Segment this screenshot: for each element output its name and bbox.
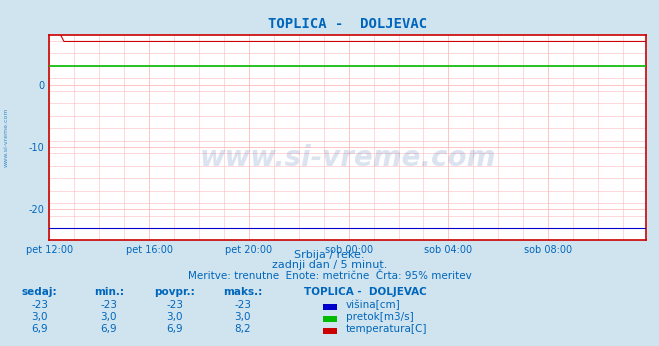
Text: -23: -23: [100, 300, 117, 310]
Text: pretok[m3/s]: pretok[m3/s]: [346, 312, 414, 322]
Text: 3,0: 3,0: [100, 312, 117, 322]
Text: sedaj:: sedaj:: [22, 287, 57, 297]
Text: -23: -23: [234, 300, 251, 310]
Text: višina[cm]: višina[cm]: [346, 300, 401, 310]
Text: 3,0: 3,0: [166, 312, 183, 322]
Title: TOPLICA -  DOLJEVAC: TOPLICA - DOLJEVAC: [268, 17, 427, 31]
Text: zadnji dan / 5 minut.: zadnji dan / 5 minut.: [272, 260, 387, 270]
Text: 3,0: 3,0: [31, 312, 48, 322]
Text: 3,0: 3,0: [234, 312, 251, 322]
Text: www.si-vreme.com: www.si-vreme.com: [4, 108, 9, 167]
Text: Meritve: trenutne  Enote: metrične  Črta: 95% meritev: Meritve: trenutne Enote: metrične Črta: …: [188, 271, 471, 281]
Text: -23: -23: [166, 300, 183, 310]
Text: www.si-vreme.com: www.si-vreme.com: [200, 144, 496, 172]
Text: TOPLICA -  DOLJEVAC: TOPLICA - DOLJEVAC: [304, 287, 427, 297]
Text: Srbija / reke.: Srbija / reke.: [295, 250, 364, 260]
Text: temperatura[C]: temperatura[C]: [346, 324, 428, 334]
Text: povpr.:: povpr.:: [154, 287, 195, 297]
Text: 8,2: 8,2: [234, 324, 251, 334]
Text: min.:: min.:: [94, 287, 124, 297]
Text: 6,9: 6,9: [166, 324, 183, 334]
Text: 6,9: 6,9: [100, 324, 117, 334]
Text: 6,9: 6,9: [31, 324, 48, 334]
Text: -23: -23: [31, 300, 48, 310]
Text: maks.:: maks.:: [223, 287, 262, 297]
